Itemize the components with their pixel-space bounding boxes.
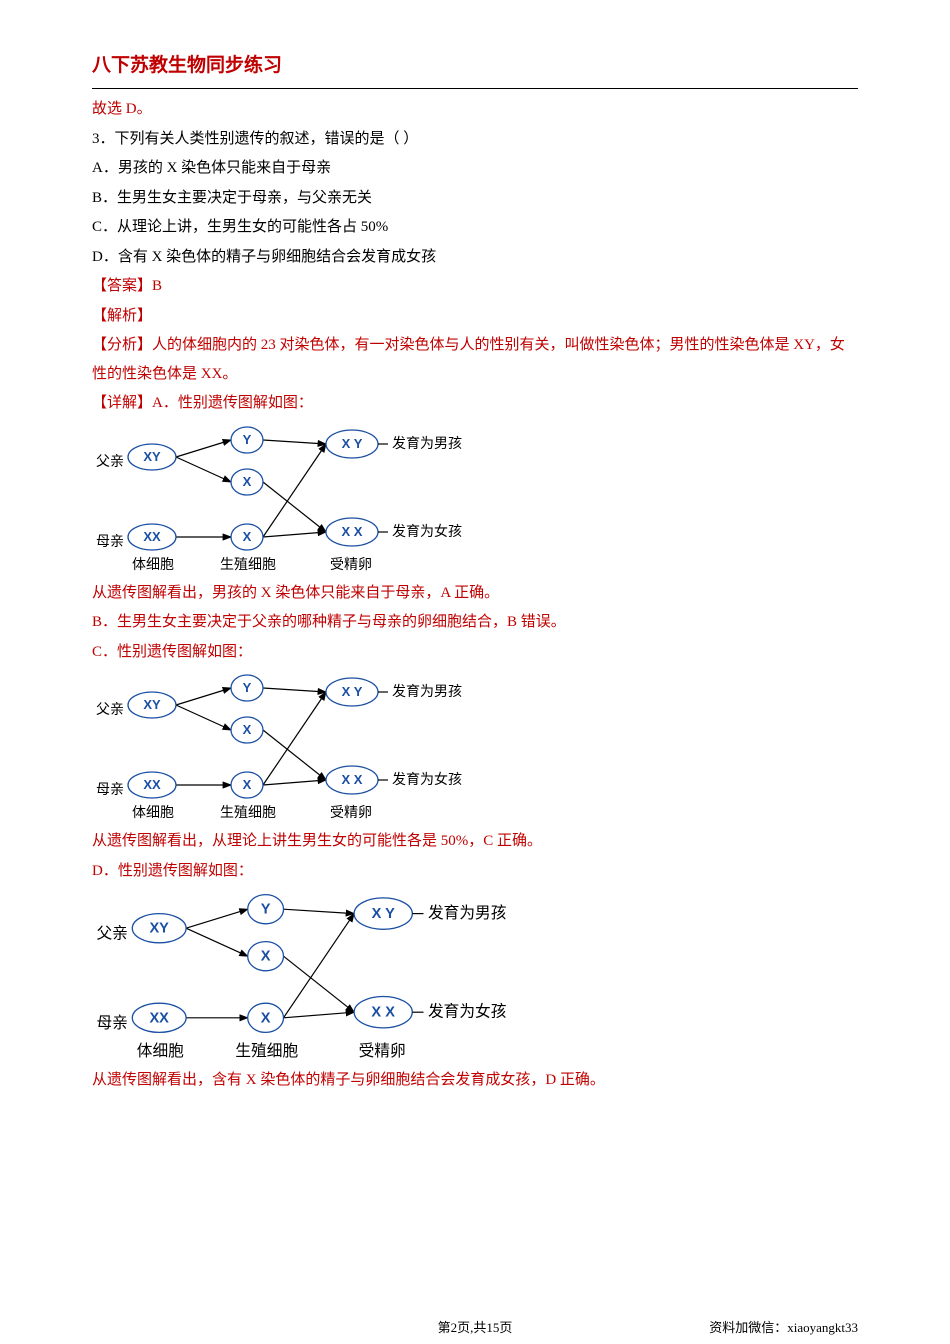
svg-text:生殖细胞: 生殖细胞 [220, 556, 276, 573]
svg-text:体细胞: 体细胞 [132, 805, 174, 821]
svg-text:Y: Y [243, 432, 252, 447]
svg-text:X: X [243, 529, 252, 544]
q3-option-c: C．从理论上讲，生男生女的可能性各占 50% [92, 213, 858, 242]
svg-text:体细胞: 体细胞 [132, 557, 174, 573]
svg-text:Y: Y [261, 902, 271, 918]
svg-text:体细胞: 体细胞 [137, 1042, 184, 1060]
svg-text:X Y: X Y [342, 436, 363, 451]
svg-text:生殖细胞: 生殖细胞 [220, 804, 276, 821]
page-title: 八下苏教生物同步练习 [92, 48, 858, 89]
svg-text:XY: XY [149, 921, 169, 937]
svg-text:X: X [243, 722, 252, 737]
footer-contact: 资料加微信：xiaoyangkt33 [709, 1316, 858, 1341]
svg-text:XX: XX [149, 1010, 169, 1026]
fenxi-text: 【分析】人的体细胞内的 23 对染色体，有一对染色体与人的性别有关，叫做性染色体… [92, 331, 858, 388]
svg-text:父亲: 父亲 [96, 454, 124, 470]
concl-d: 从遗传图解看出，含有 X 染色体的精子与卵细胞结合会发育成女孩，D 正确。 [92, 1066, 858, 1095]
q3-option-d: D．含有 X 染色体的精子与卵细胞结合会发育成女孩 [92, 243, 858, 272]
svg-text:X X: X X [342, 524, 363, 539]
svg-text:发育为女孩: 发育为女孩 [392, 523, 462, 540]
detail-a: 【详解】A．性别遗传图解如图： [92, 389, 858, 418]
svg-text:生殖细胞: 生殖细胞 [235, 1042, 298, 1060]
svg-text:XY: XY [143, 449, 161, 464]
svg-text:X X: X X [371, 1005, 395, 1021]
concl-c: 从遗传图解看出，从理论上讲生男生女的可能性各是 50%，C 正确。 [92, 827, 858, 856]
q3-option-a: A．男孩的 X 染色体只能来自于母亲 [92, 154, 858, 183]
svg-text:母亲: 母亲 [97, 1014, 128, 1032]
svg-text:X Y: X Y [372, 906, 396, 922]
svg-text:母亲: 母亲 [96, 782, 124, 798]
detail-c: C．性别遗传图解如图： [92, 638, 858, 667]
detail-d: D．性别遗传图解如图： [92, 857, 858, 886]
svg-text:X: X [243, 777, 252, 792]
svg-text:X: X [261, 949, 271, 965]
svg-text:父亲: 父亲 [97, 924, 128, 942]
svg-text:X X: X X [342, 772, 363, 787]
svg-text:XY: XY [143, 697, 161, 712]
concl-a: 从遗传图解看出，男孩的 X 染色体只能来自于母亲，A 正确。 [92, 579, 858, 608]
svg-text:发育为女孩: 发育为女孩 [392, 771, 462, 788]
svg-text:XX: XX [143, 529, 161, 544]
inheritance-diagram-a: XYYXXXXX YX X发育为男孩发育为女孩父亲母亲体细胞生殖细胞受精卵 [92, 422, 858, 577]
svg-text:发育为男孩: 发育为男孩 [392, 684, 462, 700]
page-number: 第2页,共15页 [438, 1316, 513, 1341]
svg-text:受精卵: 受精卵 [330, 557, 372, 573]
inheritance-diagram-d: XYYXXXXX YX X发育为男孩发育为女孩父亲母亲体细胞生殖细胞受精卵 [92, 889, 858, 1064]
q3-stem: 3．下列有关人类性别遗传的叙述，错误的是（ ） [92, 125, 858, 154]
svg-text:受精卵: 受精卵 [359, 1042, 406, 1060]
jiexi-label: 【解析】 [92, 302, 858, 331]
answer-label: 【答案】B [92, 272, 858, 301]
svg-text:发育为男孩: 发育为男孩 [392, 436, 462, 452]
svg-text:发育为男孩: 发育为男孩 [428, 904, 507, 922]
svg-text:XX: XX [143, 777, 161, 792]
svg-text:发育为女孩: 发育为女孩 [428, 1002, 507, 1021]
svg-text:受精卵: 受精卵 [330, 805, 372, 821]
svg-text:X: X [261, 1010, 271, 1026]
svg-text:X: X [243, 474, 252, 489]
svg-text:Y: Y [243, 680, 252, 695]
stmt-b: B．生男生女主要决定于父亲的哪种精子与母亲的卵细胞结合，B 错误。 [92, 608, 858, 637]
svg-text:母亲: 母亲 [96, 534, 124, 550]
prev-answer: 故选 D。 [92, 95, 858, 124]
svg-text:X Y: X Y [342, 684, 363, 699]
svg-text:父亲: 父亲 [96, 702, 124, 718]
inheritance-diagram-c: XYYXXXXX YX X发育为男孩发育为女孩父亲母亲体细胞生殖细胞受精卵 [92, 670, 858, 825]
q3-option-b: B．生男生女主要决定于母亲，与父亲无关 [92, 184, 858, 213]
